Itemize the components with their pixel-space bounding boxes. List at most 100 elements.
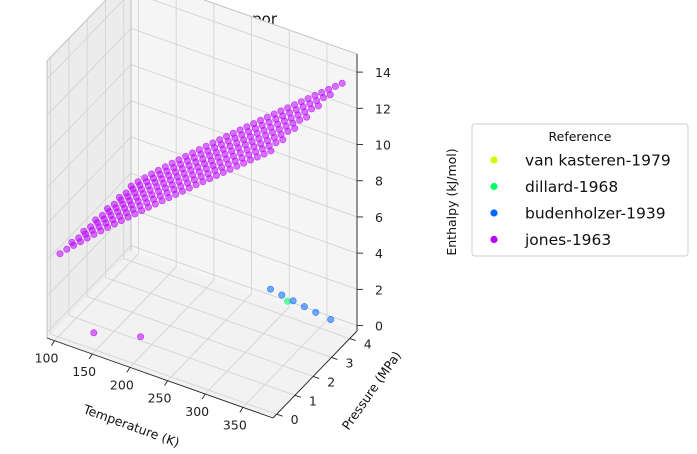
legend-label: budenholzer-1939 [525, 205, 666, 223]
data-point [325, 85, 333, 93]
z-tick-label: 8 [375, 174, 383, 189]
data-point [56, 250, 64, 258]
data-point [161, 163, 169, 171]
grid-line-y-floor [68, 314, 296, 396]
grid-line-z-left [46, 172, 132, 261]
data-point [141, 174, 149, 182]
grid-line-z-left [46, 136, 132, 225]
data-points [56, 79, 346, 341]
x-tick-label: 300 [185, 404, 209, 419]
data-point [87, 223, 95, 231]
data-point [90, 329, 98, 337]
series-jones-1963 [56, 79, 346, 341]
grid-line-z-back [130, 245, 358, 326]
legend-marker [490, 182, 498, 191]
x-tick-label: 100 [35, 351, 59, 366]
data-point [338, 79, 346, 87]
data-point [300, 303, 308, 311]
z-tick-label: 14 [375, 65, 391, 80]
grid-line-z-left [46, 64, 132, 152]
x-axis-label: Temperature (K) [81, 401, 182, 450]
data-point [209, 139, 217, 147]
z-tick-label: 4 [375, 246, 383, 261]
x-tick-mark [126, 367, 131, 373]
left-pane [47, 0, 131, 338]
x-tick-mark [239, 407, 244, 413]
grid-line-z-back [130, 136, 358, 218]
x-tick-mark [88, 353, 93, 360]
grid-line-z-left [46, 245, 132, 333]
data-point [304, 95, 312, 103]
data-point [154, 166, 162, 174]
data-point [63, 245, 71, 253]
data-point [148, 170, 156, 178]
data-point [311, 92, 319, 100]
x-tick-mark [201, 393, 206, 400]
data-point [297, 98, 305, 106]
data-point [175, 156, 183, 164]
legend-frame [471, 123, 689, 257]
x-tick-label: 250 [148, 391, 172, 406]
data-point [182, 152, 190, 160]
axis-lines [46, 0, 363, 419]
grid-line-y-floor [123, 258, 350, 339]
y-tick-mark [294, 394, 302, 398]
legend-label: jones-1963 [524, 231, 611, 249]
grid-line-z-back [130, 208, 358, 290]
grid-line-z-left [46, 0, 125, 80]
data-point [243, 123, 251, 131]
y-tick-mark [276, 413, 283, 417]
legend: Reference van kasteren-1979 dillard-1968 b… [471, 123, 689, 257]
z-tick-label: 2 [375, 282, 383, 297]
legend-marker [490, 209, 498, 217]
data-point [278, 291, 286, 299]
data-point [250, 120, 258, 128]
grid-line-x-floor [242, 320, 328, 408]
x-tick-mark [51, 340, 55, 346]
data-point [104, 205, 112, 213]
y-tick-label: 1 [309, 393, 317, 408]
data-point [75, 234, 83, 242]
data-point [229, 129, 237, 137]
grid-line-z-left [46, 28, 132, 116]
data-point [327, 315, 335, 323]
grid-line-z-back [151, 0, 358, 73]
legend-marker [490, 156, 498, 164]
grid-line-x-floor [204, 306, 290, 395]
x-tick-label: 350 [223, 417, 247, 432]
axis-panes [47, 0, 357, 418]
data-point [189, 149, 197, 157]
pane-edge [46, 0, 107, 62]
grid-line-x-floor [54, 253, 139, 341]
z-tick-label: 0 [375, 319, 383, 334]
data-point [266, 285, 274, 293]
data-point [195, 146, 203, 154]
legend-title: Reference [549, 129, 612, 144]
data-point [68, 238, 76, 246]
grid-line-y-floor [105, 277, 332, 358]
grid-line-y-floor [87, 295, 314, 377]
series-budenholzer-1939 [266, 285, 335, 323]
x-axis-line [46, 337, 274, 419]
grid-line-x-floor [129, 280, 215, 368]
y-axis-line [272, 330, 358, 419]
data-point [80, 227, 88, 235]
grid-line-z-back [130, 64, 358, 145]
y-tick-mark [331, 357, 338, 360]
grid-line-z-left [46, 100, 132, 189]
data-point [168, 159, 176, 167]
data-point [331, 82, 339, 90]
y-tick-label: 0 [291, 412, 299, 427]
data-point [289, 297, 297, 305]
legend-entries: van kasteren-1979 dillard-1968 budenholzer… [490, 152, 671, 249]
data-point [122, 189, 130, 197]
z-tick-label: 10 [375, 138, 391, 153]
grid-line-y-floor [50, 333, 277, 415]
data-point [202, 142, 210, 150]
x-tick-label: 150 [72, 364, 96, 379]
z-tick-label: 12 [375, 101, 391, 116]
data-point [110, 200, 118, 208]
data-point [98, 212, 106, 220]
